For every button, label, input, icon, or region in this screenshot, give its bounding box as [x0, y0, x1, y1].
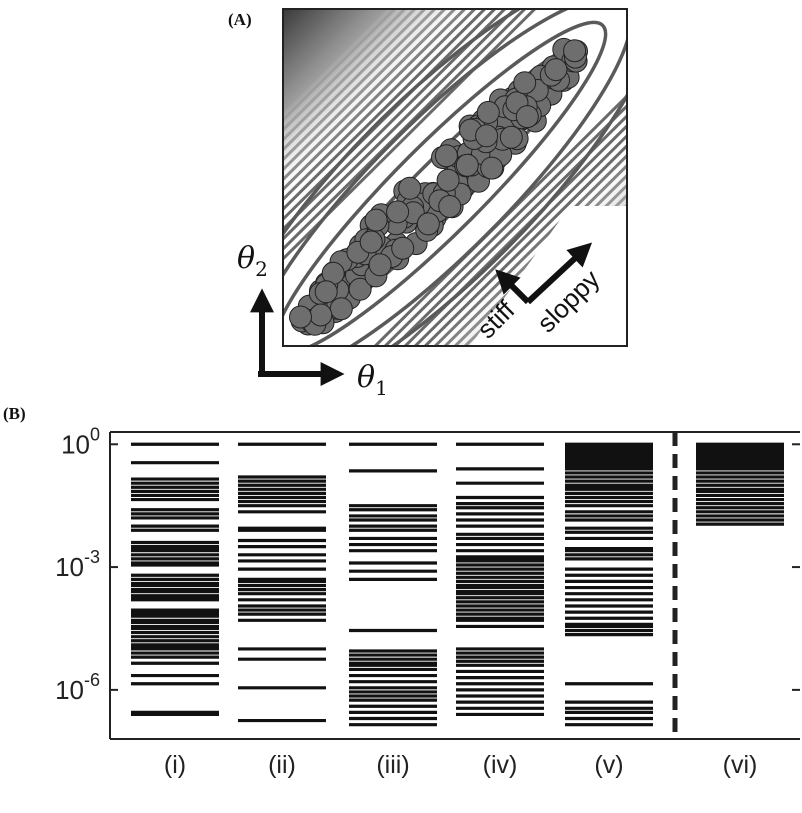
sample-point — [544, 58, 568, 82]
theta-axes: θ2 θ1 — [237, 241, 388, 400]
panel-a-frame — [282, 8, 628, 347]
y-ticks: 100 10-3 10-6 — [55, 424, 800, 705]
sample-point — [434, 144, 458, 168]
spectrum-column — [696, 442, 784, 526]
spectrum-column — [238, 442, 326, 723]
sample-point — [563, 39, 587, 63]
sample-point — [364, 208, 388, 232]
category-labels: (i) (ii) (iii) (iv) (v) (vi) — [164, 751, 757, 779]
eigenvalue-spectra — [131, 442, 784, 727]
sample-point — [513, 71, 537, 95]
sample-point — [309, 303, 333, 327]
spectrum-column — [131, 442, 219, 717]
panel-b-label: (B) — [3, 404, 26, 423]
sample-point — [368, 253, 392, 277]
contour-ellipse — [283, 9, 627, 346]
stiff-arrow — [495, 269, 531, 305]
contour-ellipse — [283, 9, 627, 346]
spectrum-column — [456, 442, 544, 717]
sample-point — [436, 168, 460, 192]
sample-point — [391, 236, 415, 260]
theta2-label: θ2 — [237, 241, 268, 281]
sample-point — [499, 125, 523, 149]
sample-point — [455, 153, 479, 177]
y-tick-label: 100 — [61, 424, 100, 459]
panel-a-plot: stiff sloppy — [282, 8, 628, 347]
panel-b-plot: 100 10-3 10-6 (i) (ii) (iii) (iv) (v) (vi) — [55, 424, 800, 779]
spectrum-column — [565, 442, 653, 727]
sample-point — [359, 230, 383, 254]
panel-a-label: (A) — [228, 10, 252, 29]
category-label: (i) — [164, 751, 186, 779]
y-tick-label: 10-6 — [55, 670, 100, 705]
label-backdrop — [470, 206, 627, 346]
sample-point — [329, 297, 353, 321]
sample-point — [289, 305, 312, 329]
sample-point — [398, 176, 422, 200]
sample-point — [438, 195, 462, 218]
sample-point — [386, 200, 410, 224]
sample-point — [480, 156, 504, 180]
theta1-label: θ1 — [357, 360, 388, 400]
sample-point — [348, 277, 372, 301]
sample-point — [476, 100, 500, 124]
category-label: (v) — [594, 751, 623, 779]
sample-points — [289, 37, 588, 336]
category-label: (iii) — [376, 751, 409, 779]
contour-ellipse — [283, 20, 608, 346]
category-label: (iv) — [483, 751, 518, 779]
spectrum-column — [349, 442, 437, 727]
sample-point — [416, 212, 440, 236]
category-label: (vi) — [723, 751, 758, 779]
sloppy-arrow — [525, 242, 593, 305]
sample-point — [475, 124, 499, 148]
sample-point — [314, 280, 338, 304]
category-label: (ii) — [268, 751, 296, 779]
sample-point — [515, 105, 539, 129]
y-tick-label: 10-3 — [55, 547, 100, 582]
